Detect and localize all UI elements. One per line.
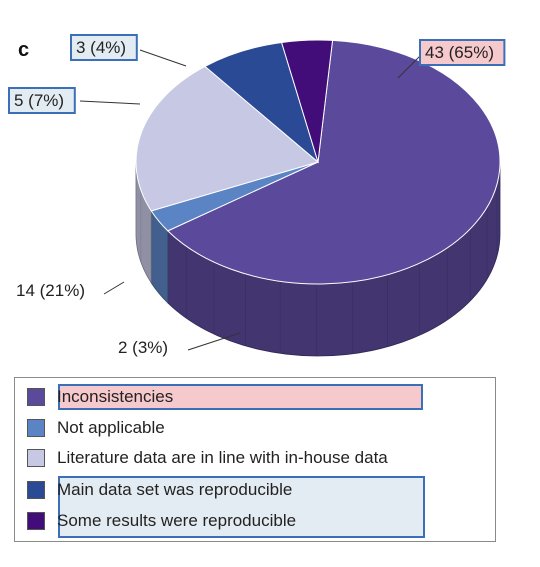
legend-item-not-applicable: Not applicable (27, 415, 165, 441)
legend: Inconsistencies Not applicable Literatur… (14, 377, 496, 542)
data-label: 3 (4%) (76, 38, 126, 57)
data-label: 2 (3%) (118, 338, 168, 357)
panel-letter: c (18, 39, 29, 61)
legend-label: Literature data are in line with in-hous… (57, 448, 388, 468)
legend-swatch (27, 449, 45, 467)
data-label: 5 (7%) (14, 91, 64, 110)
legend-item-some-results: Some results were reproducible (27, 508, 296, 534)
legend-label: Inconsistencies (57, 387, 173, 407)
legend-swatch (27, 481, 45, 499)
legend-swatch (27, 388, 45, 406)
legend-label: Some results were reproducible (57, 511, 296, 531)
leader-line (140, 50, 186, 66)
leader-line (80, 101, 140, 104)
data-label: 14 (21%) (16, 281, 85, 300)
leader-line (104, 282, 124, 294)
legend-label: Not applicable (57, 418, 165, 438)
legend-item-inconsistencies: Inconsistencies (27, 384, 173, 410)
pie-chart: c 43 (65%) 2 (3%) 14 (21%) 5 (7%) 3 (4%) (0, 0, 540, 375)
legend-label: Main data set was reproducible (57, 480, 292, 500)
data-label: 43 (65%) (425, 43, 494, 62)
legend-swatch (27, 419, 45, 437)
legend-item-literature: Literature data are in line with in-hous… (27, 445, 388, 471)
legend-swatch (27, 512, 45, 530)
legend-item-main-data-set: Main data set was reproducible (27, 477, 292, 503)
